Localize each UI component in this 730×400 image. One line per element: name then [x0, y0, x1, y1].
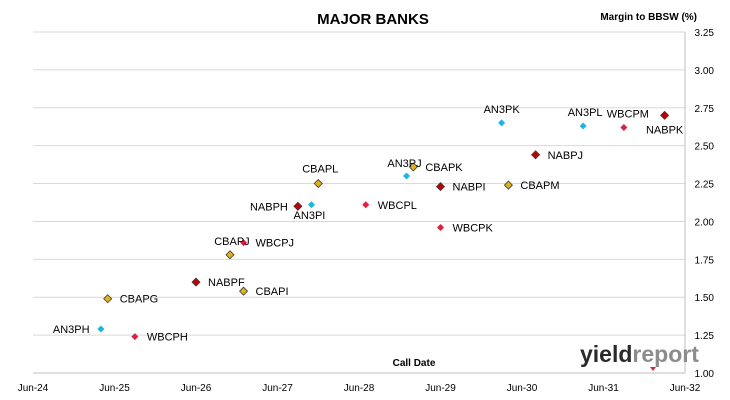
point-cbapm: [503, 180, 513, 190]
data-labels: AN3PH AN3PI AN3PJ AN3PK AN3PL CBAPG CBAPJ CBAPI…: [53, 104, 684, 344]
point-cbapg: [103, 294, 113, 304]
y-tick-label: 2.00: [695, 217, 715, 228]
x-tick-label: Jun-28: [344, 383, 375, 394]
label-wbcpj: WBCPJ: [256, 238, 295, 250]
data-points: [97, 110, 670, 341]
point-an3pi: [307, 201, 315, 209]
label-an3pk: AN3PK: [484, 104, 521, 116]
y-tick-label: 2.50: [695, 142, 715, 153]
x-tick-label: Jun-29: [425, 383, 456, 394]
point-nabpk: [660, 110, 670, 120]
label-nabph: NABPH: [250, 201, 288, 213]
point-an3pk: [498, 119, 506, 127]
y-tick-label: 1.75: [695, 255, 715, 266]
x-axis-label: Call Date: [393, 358, 436, 369]
label-an3pl: AN3PL: [568, 107, 603, 119]
point-cbapl: [313, 178, 323, 189]
x-tick-label: Jun-24: [18, 383, 49, 394]
label-wbcph: WBCPH: [147, 332, 188, 344]
x-tick-label: Jun-27: [262, 383, 293, 394]
label-an3pi: AN3PI: [294, 210, 326, 222]
y-tick-label: 2.25: [695, 180, 715, 191]
point-an3pl: [579, 122, 587, 130]
label-nabpj: NABPJ: [548, 150, 583, 162]
point-nabpi: [435, 182, 446, 192]
label-nabpk: NABPK: [646, 124, 684, 136]
chart-title: MAJOR BANKS: [317, 11, 429, 28]
logo-yield: yield: [580, 341, 632, 367]
y-tick-label: 1.50: [695, 293, 715, 304]
point-nabph: [293, 201, 303, 211]
label-an3ph: AN3PH: [53, 324, 90, 336]
label-cbapi: CBAPI: [256, 286, 289, 298]
label-cbapj: CBAPJ: [214, 236, 249, 248]
point-wbcph: [131, 333, 139, 341]
label-cbapk: CBAPK: [425, 162, 463, 174]
y-tick-label: 3.25: [695, 28, 715, 39]
point-an3pj: [403, 172, 411, 180]
x-tick-labels: Jun-24 Jun-25 Jun-26 Jun-27 Jun-28 Jun-29 Jun-…: [18, 383, 701, 394]
point-an3ph: [97, 325, 105, 333]
point-wbcpk: [437, 224, 444, 232]
y-axis-label: Margin to BBSW (%): [600, 12, 697, 23]
point-cbapj: [225, 250, 235, 260]
y-tick-label: 1.25: [695, 331, 715, 342]
point-cbapk: [408, 162, 418, 172]
y-tick-label: 3.00: [695, 66, 715, 77]
y-tick-label: 2.75: [695, 104, 715, 115]
label-cbapm: CBAPM: [520, 180, 559, 192]
gridlines: [33, 31, 685, 374]
label-an3pj: AN3PJ: [387, 158, 421, 170]
logo-report: report: [632, 341, 699, 367]
x-tick-label: Jun-25: [99, 383, 130, 394]
point-wbcpl: [362, 201, 370, 209]
x-tick-label: Jun-31: [588, 383, 619, 394]
x-tick-label: Jun-32: [670, 383, 701, 394]
label-cbapg: CBAPG: [120, 294, 159, 306]
label-nabpf: NABPF: [208, 277, 245, 289]
point-cbapi: [238, 286, 249, 296]
point-wbcpj: [240, 239, 248, 247]
label-wbcpl: WBCPL: [378, 200, 417, 212]
point-wbcpm: [620, 123, 628, 131]
label-wbcpm: WBCPM: [607, 108, 649, 120]
point-nabpf: [191, 277, 201, 287]
y-tick-label: 1.00: [695, 369, 715, 380]
x-tick-label: Jun-30: [507, 383, 538, 394]
label-wbcpk: WBCPK: [453, 223, 494, 235]
point-nabpj: [531, 150, 541, 160]
label-nabpi: NABPI: [453, 182, 486, 194]
label-cbapl: CBAPL: [302, 164, 338, 176]
logo-marker-icon: [650, 367, 656, 371]
logo-text: yieldreport: [580, 341, 699, 367]
yieldreport-logo: yieldreport: [580, 341, 699, 371]
y-tick-labels: 1.00 1.25 1.50 1.75 2.00 2.25 2.50 2.75 3.00 3.25: [695, 28, 715, 380]
x-tick-label: Jun-26: [181, 383, 212, 394]
